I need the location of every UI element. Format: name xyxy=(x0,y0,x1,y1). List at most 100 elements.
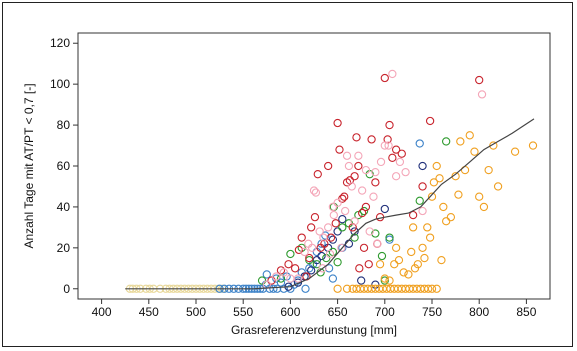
y-tick-label: 20 xyxy=(57,241,71,255)
data-point-blue xyxy=(317,239,326,248)
data-point-orange xyxy=(465,131,474,140)
data-point-orange xyxy=(454,190,463,199)
data-point-red xyxy=(380,73,389,83)
data-point-orange xyxy=(427,284,437,293)
data-point-pink xyxy=(333,198,342,207)
y-tick-label: 40 xyxy=(57,200,71,214)
data-point-green xyxy=(377,251,387,261)
data-point-pink xyxy=(307,243,317,252)
data-point-blue xyxy=(269,284,278,293)
data-point-pink xyxy=(388,69,397,79)
data-point-red xyxy=(324,161,333,171)
data-point-orange xyxy=(391,243,401,252)
data-point-orange xyxy=(399,268,408,277)
data-point-navy xyxy=(357,276,366,285)
data-point-red xyxy=(348,223,357,232)
data-point-pink xyxy=(477,90,487,99)
data-point-orange xyxy=(423,223,432,232)
data-point-red xyxy=(267,276,276,285)
data-point-red xyxy=(345,176,355,185)
x-tick-label: 500 xyxy=(186,305,206,319)
data-point-orange xyxy=(333,284,342,293)
data-point-navy xyxy=(328,235,338,244)
data-point-navy xyxy=(317,251,326,261)
data-point-orange xyxy=(437,255,446,265)
data-point-red xyxy=(338,194,347,203)
data-point-red xyxy=(388,153,397,162)
data-point-orange xyxy=(470,147,479,156)
data-point-red xyxy=(408,210,418,220)
data-point-navy xyxy=(418,161,427,171)
data-point-green xyxy=(442,137,451,146)
chart-frame: 400 450 500 550 600 650 700 750 800 850 0 20 40 60 80… xyxy=(2,2,573,347)
y-tick-label: 0 xyxy=(63,282,70,296)
data-point-orange xyxy=(425,233,435,242)
data-point-pink xyxy=(395,157,405,167)
data-point-orange xyxy=(427,192,437,201)
data-point-navy xyxy=(307,266,316,275)
data-point-red xyxy=(364,260,373,269)
data-point-red xyxy=(359,243,369,252)
data-point-pink xyxy=(361,165,371,175)
data-point-green xyxy=(338,223,347,232)
data-point-green xyxy=(312,260,321,269)
scatter-chart: 400 450 500 550 600 650 700 750 800 850 0 20 40 60 80… xyxy=(22,32,551,337)
data-point-red xyxy=(361,202,371,212)
data-point-red xyxy=(340,192,349,201)
data-point-pink xyxy=(347,182,356,191)
plot-area xyxy=(77,32,551,300)
data-point-red xyxy=(425,116,435,126)
data-point-green xyxy=(371,229,380,238)
data-point-pink xyxy=(311,188,321,197)
data-point-blue xyxy=(262,270,271,279)
data-point-pink xyxy=(300,247,309,257)
data-point-orange xyxy=(432,161,441,171)
data-point-pink xyxy=(357,186,367,195)
data-point-navy xyxy=(338,215,347,224)
data-point-pink xyxy=(324,223,333,232)
data-point-blue xyxy=(297,268,306,277)
data-point-navy xyxy=(350,227,359,236)
data-point-red xyxy=(297,233,306,242)
data-point-red xyxy=(371,178,380,187)
data-point-green xyxy=(415,196,424,205)
data-point-red xyxy=(284,260,293,269)
data-point-pink xyxy=(342,151,352,160)
data-point-navy xyxy=(293,278,303,287)
data-point-blue xyxy=(321,231,330,240)
data-point-red xyxy=(357,208,367,218)
data-point-red xyxy=(320,239,329,248)
x-axis-ticks: 400 450 500 550 600 650 700 750 800 850 xyxy=(92,299,537,319)
data-point-navy xyxy=(333,227,342,236)
data-point-pink xyxy=(371,167,380,177)
data-point-orange xyxy=(404,270,413,279)
data-point-pink xyxy=(350,217,359,226)
trend-line-group xyxy=(125,118,535,290)
data-point-pink xyxy=(369,192,378,201)
data-point-red xyxy=(391,145,401,154)
data-point-red xyxy=(331,219,340,228)
data-point-orange xyxy=(413,260,422,269)
data-point-green xyxy=(359,206,369,216)
data-point-blue xyxy=(273,284,282,293)
data-point-pink xyxy=(341,206,350,216)
data-point-orange xyxy=(435,174,444,183)
data-point-pink xyxy=(293,274,303,283)
data-point-red xyxy=(475,75,484,85)
data-point-green xyxy=(257,276,267,285)
x-tick-label: 750 xyxy=(422,305,442,319)
data-point-orange xyxy=(418,243,427,252)
data-point-orange xyxy=(528,141,538,150)
data-point-red xyxy=(350,172,359,181)
data-point-blue xyxy=(279,284,288,293)
data-point-red xyxy=(352,133,361,142)
data-point-orange xyxy=(456,137,465,146)
data-point-pink xyxy=(376,157,386,167)
data-point-orange xyxy=(407,247,416,257)
data-point-red xyxy=(313,170,322,179)
data-point-pink xyxy=(344,161,354,171)
data-point-orange xyxy=(375,260,385,269)
y-tick-label: 100 xyxy=(50,77,70,91)
data-point-pink xyxy=(325,249,335,259)
data-point-green xyxy=(286,249,295,259)
